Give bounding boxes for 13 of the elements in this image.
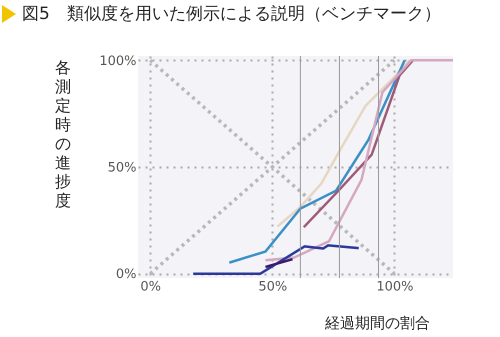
line-series xyxy=(302,59,414,228)
x-tick-label: 100% xyxy=(376,280,414,294)
x-axis-title: 経過期間の割合 xyxy=(325,314,430,333)
line-series xyxy=(192,244,360,275)
line-series xyxy=(228,59,406,264)
chart-title: 図5 類似度を用いた例示による説明（ベンチマーク） xyxy=(22,3,441,25)
x-tick-label: 50% xyxy=(258,280,288,294)
line-series xyxy=(264,59,453,262)
x-tick-label: 0% xyxy=(140,280,162,294)
y-tick-label: 0% xyxy=(116,267,136,282)
y-tick-label: 100% xyxy=(99,54,136,69)
y-axis-title: 各測定時の進捗度 xyxy=(55,58,72,210)
y-tick-label: 50% xyxy=(108,160,136,176)
